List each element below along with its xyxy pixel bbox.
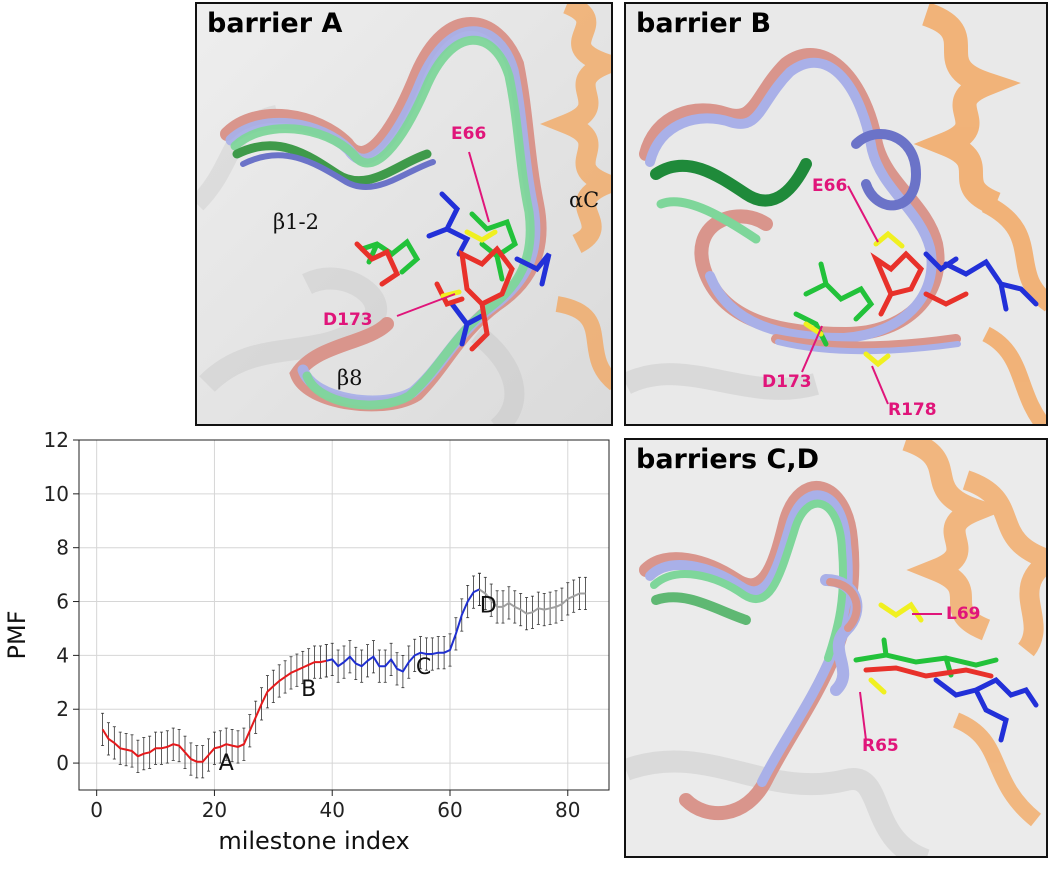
- residue-label-d173: D173: [762, 372, 812, 392]
- annotation-b: B: [301, 677, 316, 702]
- x-tick-label: 0: [90, 798, 103, 822]
- structure-label-alpha-c: αC: [569, 188, 600, 212]
- y-tick-label: 12: [44, 428, 69, 452]
- residue-label-d173: D173: [323, 310, 373, 330]
- panel-title: barrier B: [636, 8, 772, 39]
- series-line-1: [326, 588, 480, 673]
- panel-barriers-cd: barriers C,D L69 R65: [624, 438, 1048, 858]
- y-tick-label: 0: [56, 751, 69, 775]
- x-axis-label: milestone index: [218, 827, 409, 855]
- barrier-b-structure-image: [626, 4, 1046, 424]
- y-tick-label: 10: [44, 482, 69, 506]
- residue-label-r65: R65: [862, 736, 899, 756]
- pmf-chart: 0 20 40 60 80 0 2 4 6 8 10 12 milestone index PMF A B C D: [3, 428, 610, 855]
- y-tick-label: 4: [56, 643, 69, 667]
- barriers-cd-structure-image: [626, 440, 1046, 856]
- y-tick-label: 2: [56, 697, 69, 721]
- annotation-a: A: [219, 751, 234, 776]
- residue-label-e66: E66: [451, 124, 487, 144]
- residue-label-l69: L69: [946, 604, 981, 624]
- x-tick-label: 60: [437, 798, 462, 822]
- series-line-0: [101, 659, 327, 763]
- structure-label-beta8: β8: [337, 366, 363, 390]
- panel-barrier-b: barrier B E66 D173 R178: [624, 2, 1048, 426]
- x-tick-label: 20: [202, 798, 227, 822]
- barrier-a-structure-image: [197, 4, 611, 424]
- y-tick-label: 8: [56, 536, 69, 560]
- annotation-c: C: [416, 655, 431, 680]
- plot-frame: [78, 439, 610, 791]
- x-tick-label: 80: [555, 798, 580, 822]
- panel-title: barrier A: [207, 8, 343, 39]
- y-tick-label: 6: [56, 590, 69, 614]
- annotation-d: D: [480, 593, 497, 618]
- panel-title: barriers C,D: [636, 444, 820, 475]
- structure-label-beta1-2: β1-2: [273, 210, 319, 234]
- panel-barrier-a: barrier A E66 D173 β1-2 αC β8: [195, 2, 613, 426]
- residue-label-e66: E66: [812, 176, 848, 196]
- residue-label-r178: R178: [888, 400, 937, 420]
- x-tick-label: 40: [319, 798, 344, 822]
- y-axis-label: PMF: [3, 611, 31, 660]
- series-line-2: [478, 588, 586, 615]
